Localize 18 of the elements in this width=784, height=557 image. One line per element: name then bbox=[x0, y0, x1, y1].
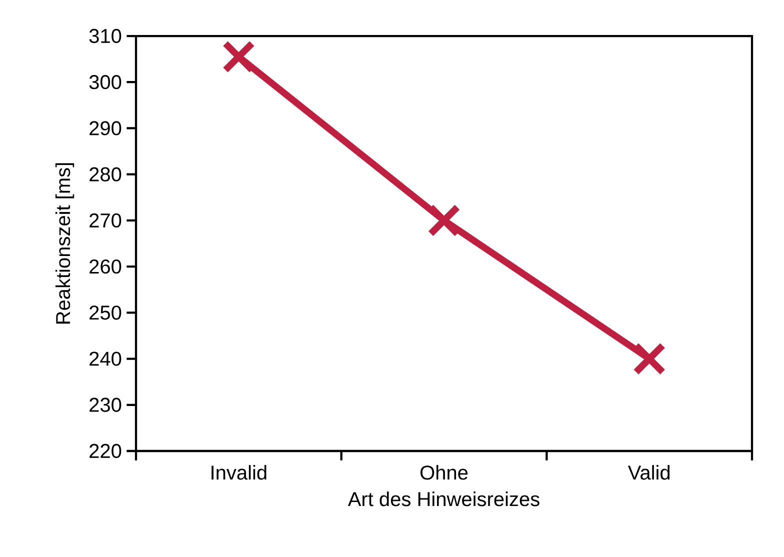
y-tick-label: 260 bbox=[90, 259, 122, 274]
x-tick-label: Ohne bbox=[420, 465, 468, 480]
x-tick-label: Valid bbox=[628, 465, 670, 480]
point bbox=[632, 342, 666, 376]
y-tick-label: 220 bbox=[90, 444, 122, 458]
y-tick-label: 290 bbox=[90, 121, 122, 136]
y-tick-label: 300 bbox=[89, 75, 122, 90]
y-tick-label: 240 bbox=[90, 352, 122, 366]
point bbox=[427, 204, 461, 237]
x-tick-label: Invalid bbox=[212, 465, 266, 480]
y-tick-label: 310 bbox=[89, 28, 122, 44]
y-axis-title: Reaktionszeit [ms] bbox=[55, 163, 74, 324]
point bbox=[222, 40, 256, 74]
y-tick-label: 270 bbox=[90, 213, 122, 228]
y-tick-label: 250 bbox=[90, 306, 122, 320]
y-tick-label: 230 bbox=[90, 398, 122, 412]
y-tick-label: 280 bbox=[90, 167, 122, 182]
x-axis-title: Art des Hinweisreizes bbox=[348, 492, 540, 506]
